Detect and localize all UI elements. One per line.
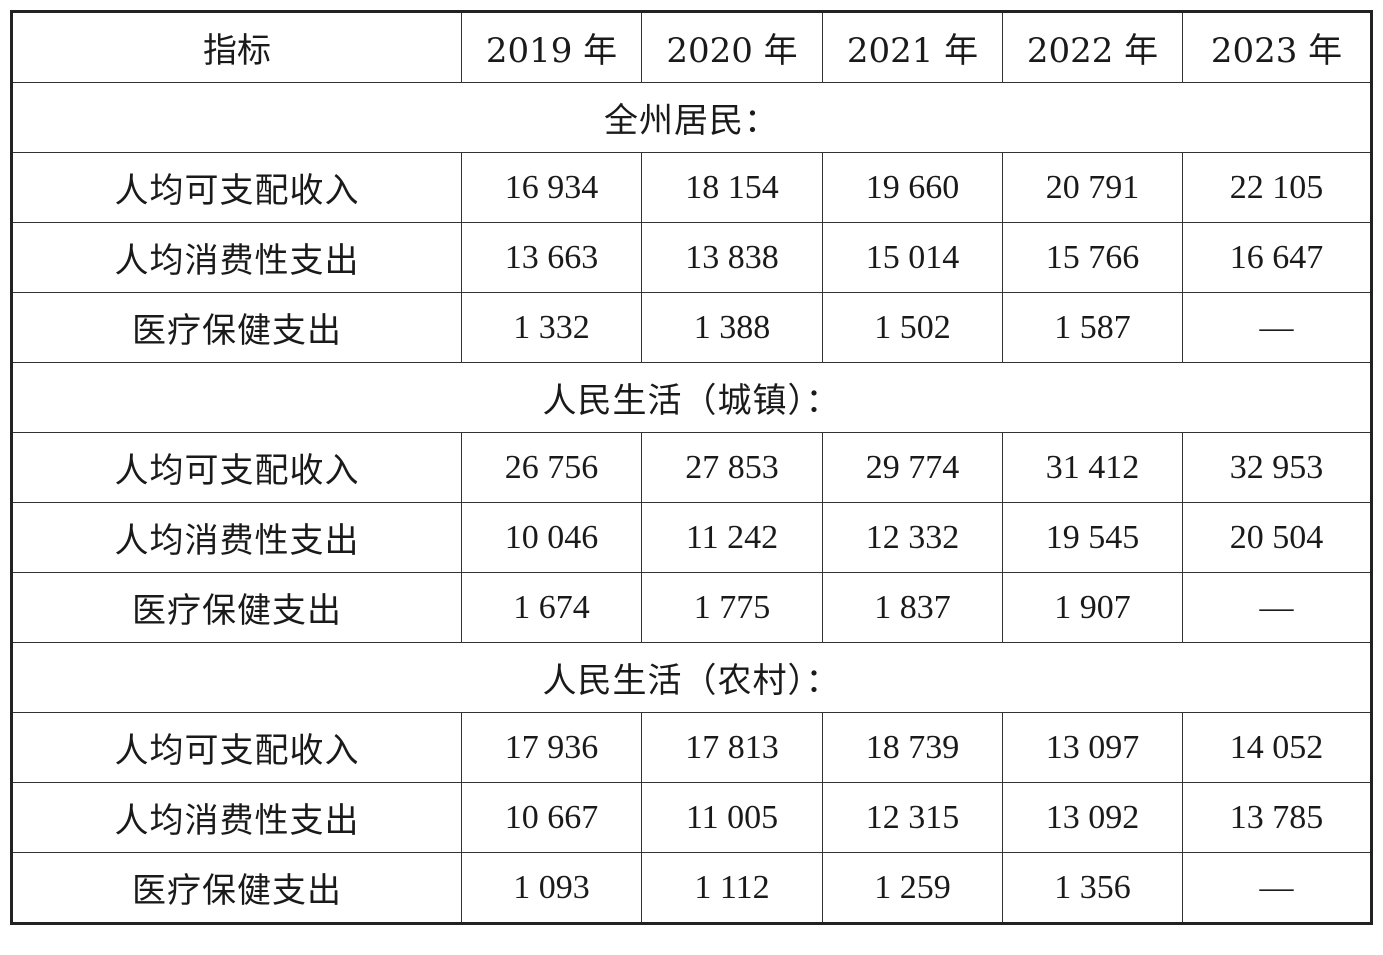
section-row: 人民生活（城镇）： — [11, 362, 1372, 433]
cell-value: 15 014 — [822, 222, 1003, 293]
cell-value: 31 412 — [1002, 432, 1183, 503]
row-label: 人均消费性支出 — [11, 782, 462, 853]
table-row: 医疗保健支出 1 674 1 775 1 837 1 907 — — [11, 572, 1372, 643]
cell-value: 1 112 — [641, 852, 823, 924]
section-title: 人民生活（城镇）： — [11, 362, 1372, 433]
cell-value: 16 647 — [1182, 222, 1372, 293]
cell-value-empty: — — [1182, 292, 1372, 363]
cell-value: 19 545 — [1002, 502, 1183, 573]
cell-value: 16 934 — [461, 152, 642, 223]
cell-value: 17 813 — [641, 712, 823, 783]
row-label: 医疗保健支出 — [11, 572, 462, 643]
cell-value-empty: — — [1182, 852, 1372, 924]
cell-value: 15 766 — [1002, 222, 1183, 293]
row-label: 人均可支配收入 — [11, 712, 462, 783]
table-row: 医疗保健支出 1 332 1 388 1 502 1 587 — — [11, 292, 1372, 363]
table-row: 人均可支配收入 17 936 17 813 18 739 13 097 14 0… — [11, 712, 1372, 783]
cell-value: 13 097 — [1002, 712, 1183, 783]
cell-value: 18 154 — [641, 152, 823, 223]
cell-value: 1 775 — [641, 572, 823, 643]
row-label: 医疗保健支出 — [11, 852, 462, 924]
table-row: 人均消费性支出 10 667 11 005 12 315 13 092 13 7… — [11, 782, 1372, 853]
cell-value: 19 660 — [822, 152, 1003, 223]
section-title: 全州居民： — [11, 82, 1372, 153]
header-year-2021: 2021 年 — [822, 11, 1003, 83]
cell-value: 1 587 — [1002, 292, 1183, 363]
row-label: 人均可支配收入 — [11, 152, 462, 223]
section-title: 人民生活（农村）： — [11, 642, 1372, 713]
cell-value: 1 837 — [822, 572, 1003, 643]
row-label: 人均消费性支出 — [11, 502, 462, 573]
cell-value: 14 052 — [1182, 712, 1372, 783]
cell-value: 32 953 — [1182, 432, 1372, 503]
cell-value: 17 936 — [461, 712, 642, 783]
table-row: 人均可支配收入 26 756 27 853 29 774 31 412 32 9… — [11, 432, 1372, 503]
cell-value: 10 046 — [461, 502, 642, 573]
cell-value: 1 674 — [461, 572, 642, 643]
cell-value: 1 259 — [822, 852, 1003, 924]
cell-value: 1 502 — [822, 292, 1003, 363]
cell-value: 13 663 — [461, 222, 642, 293]
header-indicator: 指标 — [11, 11, 462, 83]
cell-value: 11 005 — [641, 782, 823, 853]
cell-value: 26 756 — [461, 432, 642, 503]
cell-value: 20 791 — [1002, 152, 1183, 223]
section-row: 全州居民： — [11, 82, 1372, 153]
section-row: 人民生活（农村）： — [11, 642, 1372, 713]
table-row: 人均可支配收入 16 934 18 154 19 660 20 791 22 1… — [11, 152, 1372, 223]
cell-value: 13 785 — [1182, 782, 1372, 853]
cell-value: 22 105 — [1182, 152, 1372, 223]
row-label: 人均可支配收入 — [11, 432, 462, 503]
table-row: 人均消费性支出 10 046 11 242 12 332 19 545 20 5… — [11, 502, 1372, 573]
header-row: 指标 2019 年 2020 年 2021 年 2022 年 2023 年 — [11, 11, 1372, 83]
cell-value: 20 504 — [1182, 502, 1372, 573]
statistics-table: 指标 2019 年 2020 年 2021 年 2022 年 2023 年 全州… — [10, 10, 1373, 925]
cell-value: 1 388 — [641, 292, 823, 363]
table-row: 医疗保健支出 1 093 1 112 1 259 1 356 — — [11, 852, 1372, 924]
cell-value: 10 667 — [461, 782, 642, 853]
cell-value: 29 774 — [822, 432, 1003, 503]
cell-value: 12 315 — [822, 782, 1003, 853]
header-year-2020: 2020 年 — [641, 11, 823, 83]
row-label: 人均消费性支出 — [11, 222, 462, 293]
cell-value: 1 356 — [1002, 852, 1183, 924]
header-year-2019: 2019 年 — [461, 11, 642, 83]
header-year-2022: 2022 年 — [1002, 11, 1183, 83]
table-row: 人均消费性支出 13 663 13 838 15 014 15 766 16 6… — [11, 222, 1372, 293]
row-label: 医疗保健支出 — [11, 292, 462, 363]
cell-value: 27 853 — [641, 432, 823, 503]
cell-value: 1 907 — [1002, 572, 1183, 643]
cell-value: 12 332 — [822, 502, 1003, 573]
cell-value: 1 093 — [461, 852, 642, 924]
cell-value: 13 092 — [1002, 782, 1183, 853]
cell-value-empty: — — [1182, 572, 1372, 643]
cell-value: 13 838 — [641, 222, 823, 293]
header-year-2023: 2023 年 — [1182, 11, 1372, 83]
cell-value: 1 332 — [461, 292, 642, 363]
cell-value: 11 242 — [641, 502, 823, 573]
cell-value: 18 739 — [822, 712, 1003, 783]
